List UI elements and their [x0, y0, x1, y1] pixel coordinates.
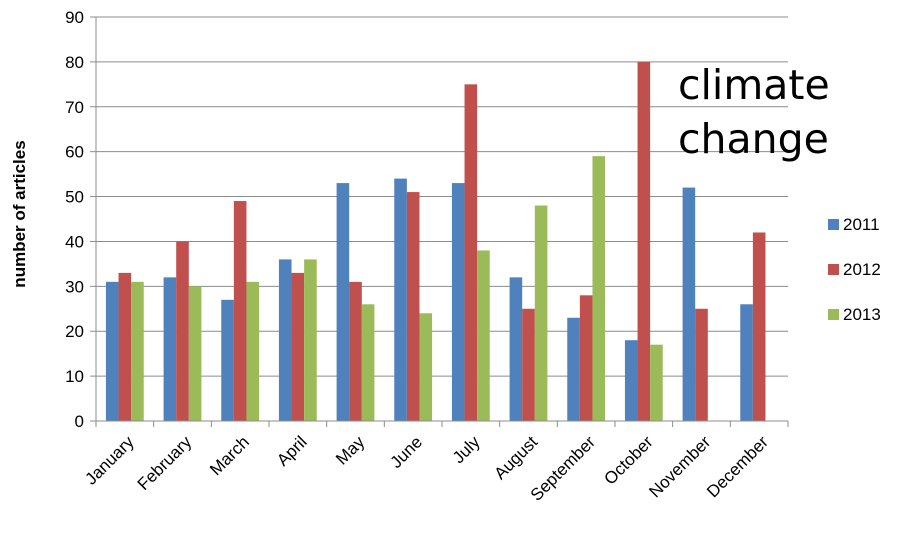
y-tick-label: 0: [75, 412, 84, 431]
bars: [105, 61, 766, 422]
bar-2013-july: [477, 250, 490, 421]
bar-2011-november: [682, 187, 696, 421]
axes: [90, 16, 789, 427]
bar-2012-march: [233, 201, 247, 421]
bar-2011-september: [567, 317, 580, 421]
annotation-line-1: climate: [678, 61, 830, 109]
bar-2013-march: [246, 281, 260, 421]
x-tick-label: May: [332, 432, 368, 468]
bar-2012-february: [176, 241, 189, 421]
bar-2013-october: [650, 344, 663, 421]
bar-2013-june: [419, 313, 433, 421]
x-tick-label: January: [81, 432, 138, 489]
bar-2011-february: [163, 277, 177, 421]
y-tick-label: 20: [65, 322, 84, 341]
bar-2012-june: [406, 192, 420, 421]
y-tick-label: 30: [65, 277, 84, 296]
bar-2012-january: [118, 272, 132, 421]
legend: 2011 2012 2013: [828, 215, 881, 324]
bar-2013-may: [361, 304, 375, 421]
bar-2011-december: [740, 304, 753, 421]
bar-2012-april: [291, 272, 305, 421]
x-tick-label: March: [206, 432, 253, 479]
bar-2011-january: [105, 281, 119, 421]
bar-2011-may: [336, 183, 350, 421]
legend-item-2011: 2011: [828, 215, 880, 234]
x-tick-label: June: [386, 432, 426, 472]
bar-2011-october: [624, 340, 638, 421]
bar-2012-july: [464, 84, 478, 421]
y-tick-label: 70: [65, 98, 84, 117]
y-tick-label: 50: [65, 188, 84, 207]
y-tick-labels: 0 10 20 30 40 50 60 70 80 90: [65, 8, 84, 431]
bar-2012-may: [349, 281, 362, 421]
bar-2013-september: [592, 156, 606, 421]
legend-swatch: [828, 309, 839, 320]
x-tick-label: November: [645, 432, 714, 501]
x-tick-label: February: [134, 432, 196, 494]
legend-swatch: [828, 264, 839, 275]
legend-label: 2011: [843, 215, 880, 234]
bar-2011-june: [394, 178, 407, 421]
bar-2013-january: [131, 281, 144, 421]
bar-2013-august: [534, 205, 548, 421]
annotation-line-2: change: [678, 115, 829, 163]
bar-2011-august: [509, 277, 523, 421]
bar-2012-october: [637, 61, 651, 422]
legend-swatch: [828, 219, 839, 230]
bar-2013-april: [304, 259, 317, 421]
y-tick-label: 10: [65, 367, 84, 386]
y-tick-label: 80: [65, 53, 84, 72]
x-tick-label: October: [600, 432, 656, 488]
x-tick-label: April: [273, 432, 310, 469]
legend-item-2013: 2013: [828, 305, 881, 324]
bar-2012-september: [579, 295, 593, 421]
legend-label: 2013: [843, 305, 881, 324]
x-tick-label: August: [490, 432, 541, 483]
y-tick-label: 60: [65, 143, 84, 162]
y-tick-label: 90: [65, 8, 84, 27]
bar-2013-february: [188, 286, 202, 421]
gridlines: [96, 16, 788, 377]
bar-2012-november: [695, 308, 708, 421]
x-tick-label: July: [449, 432, 484, 467]
x-tick-label: December: [703, 432, 772, 501]
bar-2011-july: [451, 183, 465, 421]
legend-item-2012: 2012: [828, 260, 881, 279]
bar-2011-april: [278, 259, 292, 421]
bar-2012-december: [752, 232, 766, 421]
legend-label: 2012: [843, 260, 881, 279]
y-axis-label: number of articles: [10, 140, 29, 287]
y-tick-label: 40: [65, 232, 84, 251]
bar-2011-march: [221, 299, 234, 421]
bar-2012-august: [522, 308, 535, 421]
